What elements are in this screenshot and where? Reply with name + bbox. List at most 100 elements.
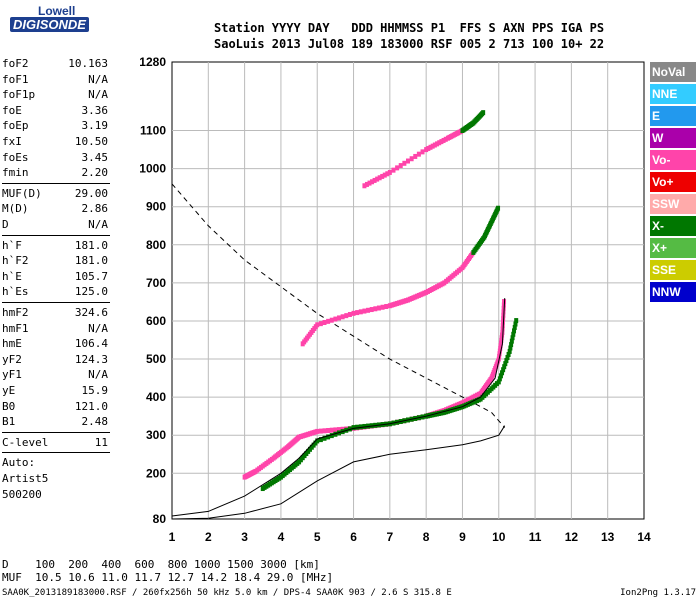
x-tick-label: 6: [350, 530, 357, 544]
echo-marker: [430, 143, 435, 149]
param-row: C-level 11: [2, 436, 108, 452]
param-value: 3.45: [81, 150, 109, 164]
station-header: Station YYYY DAY DDD HHMMSS P1 FFS S AXN…: [214, 20, 604, 52]
echo-marker: [329, 427, 334, 433]
param-separator: [2, 452, 110, 454]
echo-marker: [420, 149, 425, 155]
param-label: h`F: [2, 238, 22, 252]
y-tick-label: 1100: [140, 124, 166, 138]
param-label: h`Es: [2, 285, 29, 299]
echo-marker: [322, 435, 327, 441]
param-value: N/A: [88, 368, 108, 382]
echo-marker: [501, 305, 506, 311]
echo-marker: [496, 205, 501, 211]
x-tick-label: 11: [529, 530, 542, 544]
echo-marker: [497, 348, 502, 354]
echo-marker: [498, 373, 503, 379]
echo-marker: [501, 302, 506, 308]
echo-marker: [514, 318, 519, 324]
param-value: N/A: [88, 88, 108, 102]
echo-marker: [437, 140, 442, 146]
param-value: 15.9: [81, 384, 109, 397]
echo-marker: [497, 376, 502, 382]
x-tick-label: 13: [601, 530, 615, 544]
echo-marker: [500, 370, 505, 376]
echo-marker: [501, 316, 506, 322]
echo-marker: [337, 315, 342, 321]
legend-item: E: [650, 106, 696, 126]
x-tick-label: 8: [423, 530, 430, 544]
echo-marker: [497, 351, 502, 357]
param-row: foF2 10.163: [2, 57, 108, 73]
param-value: N/A: [88, 72, 108, 86]
echo-marker: [500, 319, 505, 325]
scaled-trace: [171, 298, 506, 517]
param-row: foE 3.36: [2, 104, 108, 120]
echo-marker: [406, 158, 410, 164]
echo-marker: [500, 332, 505, 338]
x-tick-label: 1: [169, 530, 176, 544]
param-row: Artist5: [2, 472, 108, 488]
param-row: fmin 2.20: [2, 166, 108, 182]
param-row: foEs 3.45: [2, 151, 108, 167]
param-label: M(D): [2, 202, 29, 216]
echo-marker: [326, 427, 331, 433]
param-row: hmF2 324.6: [2, 306, 108, 322]
echo-marker: [501, 309, 506, 315]
echo-marker: [377, 175, 382, 181]
param-label: hmF2: [2, 306, 29, 319]
echo-marker: [509, 338, 514, 344]
echo-marker: [496, 379, 501, 385]
param-row: h`Es 125.0: [2, 285, 108, 301]
y-tick-label: 1000: [139, 162, 166, 176]
y-tick-label: 900: [146, 200, 166, 214]
echo-marker: [382, 172, 387, 178]
polarization-legend: NoVal NNE E W Vo- Vo+ SSW X- X+ SSE NNW: [650, 62, 696, 304]
legend-item: X+: [650, 238, 696, 258]
y-tick-label: 700: [146, 276, 166, 290]
echo-marker: [322, 428, 327, 434]
param-value: 2.48: [81, 415, 109, 429]
param-label: h`E: [2, 269, 22, 283]
param-row: hmE 106.4: [2, 337, 108, 353]
param-row: yE 15.9: [2, 384, 108, 400]
echo-marker: [513, 321, 518, 327]
echo-marker: [413, 153, 418, 159]
legend-item: X-: [650, 216, 696, 236]
param-value: N/A: [88, 321, 108, 335]
param-label: fmin: [2, 166, 29, 180]
legend-item: NNE: [650, 84, 696, 104]
param-row: D N/A: [2, 218, 108, 234]
echo-marker: [512, 324, 517, 330]
echo-marker: [510, 335, 515, 341]
echo-marker: [395, 165, 400, 171]
legend-item: Vo-: [650, 150, 696, 170]
echo-marker: [351, 310, 356, 316]
echo-marker: [428, 144, 433, 150]
echo-marker: [322, 319, 327, 325]
param-value: 181.0: [74, 238, 108, 252]
param-row: yF2 124.3: [2, 353, 108, 369]
echo-marker: [500, 329, 505, 335]
logo-line2: DIGISONDE: [10, 17, 89, 32]
echo-marker: [344, 313, 349, 319]
param-value: 10.163: [68, 57, 108, 70]
echo-marker: [441, 137, 446, 143]
y-tick-label: 1280: [139, 55, 166, 69]
param-row: h`F2 181.0: [2, 254, 108, 270]
y-tick-label: 400: [146, 390, 166, 404]
echo-marker: [501, 367, 506, 373]
param-label: Auto:: [2, 456, 36, 470]
y-tick-label: 800: [146, 238, 166, 252]
y-tick-label: 600: [146, 314, 166, 328]
echo-marker: [362, 423, 367, 429]
param-value: 3.36: [81, 103, 109, 117]
echo-marker: [375, 176, 380, 182]
param-row: B1 2.48: [2, 415, 108, 431]
param-row: M(D) 2.86: [2, 202, 108, 218]
param-row: h`E 105.7: [2, 270, 108, 286]
param-value: 181.0: [74, 254, 108, 268]
x-tick-label: 4: [278, 530, 285, 544]
echo-marker: [370, 179, 375, 185]
